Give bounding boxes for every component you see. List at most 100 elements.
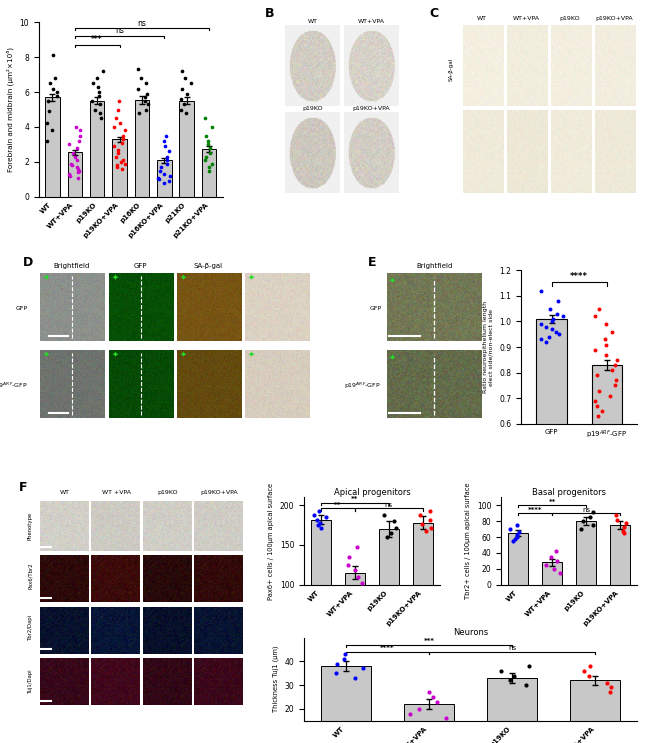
Text: ✦: ✦ [43, 273, 50, 282]
Point [95, 98, 105, 110]
Point [612, 513, 622, 525]
Point [120, 158, 130, 169]
Point [181, 107, 191, 119]
Text: ✦: ✦ [248, 273, 255, 282]
Point [141, 77, 151, 89]
Point [153, 172, 164, 184]
Text: ✦: ✦ [248, 349, 255, 358]
Point [74, 125, 85, 137]
Text: WT: WT [60, 490, 70, 495]
Point [350, 565, 360, 577]
Point [72, 155, 82, 166]
Point [118, 155, 128, 166]
Text: p19KO+VPA: p19KO+VPA [200, 490, 238, 495]
Point [611, 374, 621, 386]
Point [576, 523, 586, 535]
Point [391, 522, 402, 533]
Point [162, 158, 172, 169]
Point [112, 103, 123, 115]
Text: **: ** [549, 499, 556, 504]
Point [604, 687, 615, 698]
Point [205, 147, 215, 159]
Point [545, 302, 555, 314]
Point [441, 713, 451, 724]
Point [611, 509, 621, 521]
Text: ns: ns [582, 507, 590, 513]
Bar [135, 100, 150, 197]
Bar [202, 149, 216, 197]
Title: Basal progenitors: Basal progenitors [532, 487, 606, 496]
Bar [311, 519, 331, 664]
Point [159, 177, 170, 189]
Point [52, 90, 62, 102]
Point [332, 658, 343, 669]
Point [73, 166, 83, 178]
Point [44, 106, 54, 117]
Point [200, 155, 211, 166]
Point [47, 82, 58, 94]
Point [74, 130, 85, 142]
Text: p19KO+VPA: p19KO+VPA [352, 106, 390, 111]
Point [428, 691, 438, 703]
Point [98, 65, 108, 77]
Text: **: ** [334, 502, 341, 508]
Point [203, 138, 213, 150]
Point [200, 151, 211, 163]
Point [116, 137, 127, 149]
Point [577, 515, 588, 527]
Text: SA-β-gal: SA-β-gal [448, 58, 454, 81]
Point [536, 318, 547, 330]
Bar [112, 139, 127, 197]
Point [64, 168, 74, 180]
Point [314, 505, 324, 517]
Bar [413, 523, 433, 664]
Point [405, 707, 415, 719]
Point [339, 648, 350, 660]
Bar [68, 152, 82, 197]
Point [111, 112, 121, 124]
Y-axis label: Tbr2+ cells / 100μm apical surface: Tbr2+ cells / 100μm apical surface [465, 483, 471, 600]
Point [358, 663, 369, 675]
Text: **: ** [351, 496, 359, 502]
Text: GFP: GFP [369, 306, 382, 311]
Point [350, 672, 360, 684]
Point [508, 535, 519, 547]
Point [421, 525, 431, 536]
Title: Apical progenitors: Apical progenitors [333, 487, 410, 496]
Point [536, 334, 546, 345]
Point [505, 523, 515, 535]
Bar [379, 529, 399, 664]
Point [552, 555, 563, 567]
Title: Neurons: Neurons [453, 628, 488, 637]
Point [320, 511, 331, 523]
Point [510, 533, 521, 545]
Point [159, 140, 170, 152]
Point [133, 63, 144, 75]
Point [425, 513, 436, 525]
Text: Brightfield: Brightfield [416, 263, 452, 269]
Point [552, 308, 562, 319]
Point [72, 142, 83, 154]
Point [599, 334, 610, 345]
Point [95, 107, 105, 119]
Point [413, 703, 424, 715]
Text: ns: ns [385, 502, 393, 508]
Point [584, 660, 595, 672]
Point [610, 359, 620, 371]
Point [541, 321, 551, 333]
Point [205, 142, 216, 154]
Text: p19KO: p19KO [560, 16, 580, 21]
Point [316, 522, 326, 533]
Point [206, 158, 216, 169]
Text: Tuj1/Dapi: Tuj1/Dapi [28, 668, 33, 692]
Point [45, 77, 55, 89]
Point [588, 519, 598, 531]
Point [42, 135, 52, 147]
Text: Pax6/Tbr2: Pax6/Tbr2 [28, 562, 33, 589]
Point [618, 525, 628, 536]
Bar [320, 666, 370, 743]
Point [117, 163, 127, 175]
Point [109, 140, 119, 152]
Y-axis label: Ratio neuroepithelium length
elect side/non-elect side: Ratio neuroepithelium length elect side/… [483, 301, 494, 393]
Point [593, 385, 604, 397]
